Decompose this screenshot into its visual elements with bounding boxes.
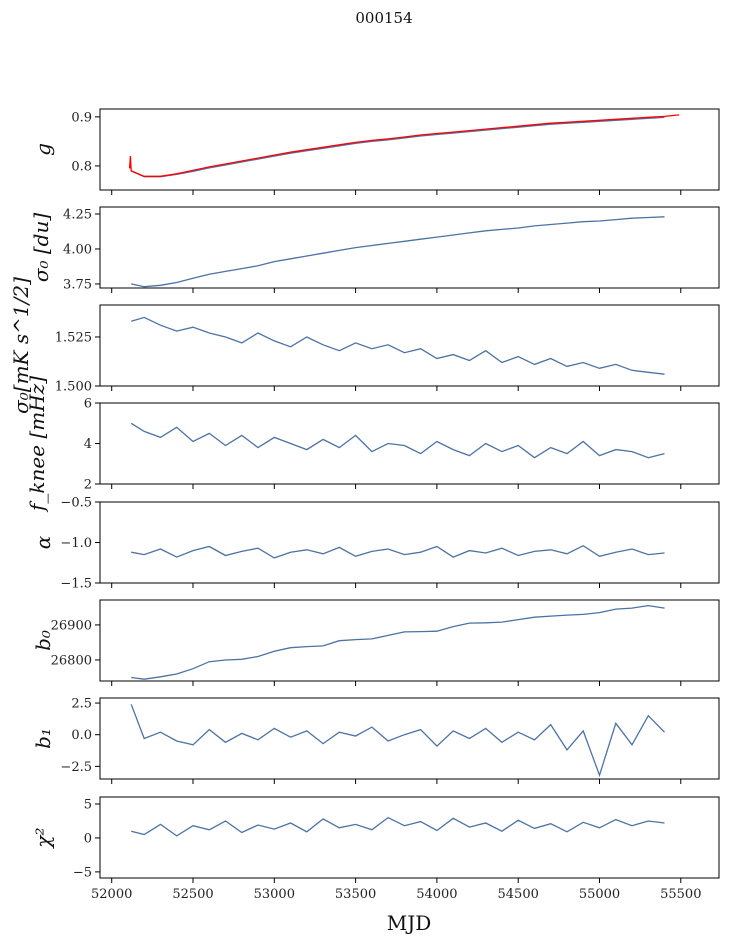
panel-3: 1.500 1.525 σ₀[mK s^1/2] <box>9 277 720 414</box>
panel-4: 2 4 6 f_knee [mHz] <box>25 376 720 513</box>
axes-frame <box>99 304 720 387</box>
y-tick-label: 4.00 <box>63 242 92 257</box>
panel-1: 0.8 0.9 g <box>31 108 720 195</box>
axes-frame <box>99 796 720 879</box>
panel-7: −2.5 0.0 2.5 b₁ <box>31 697 720 784</box>
series-line-g-model <box>128 114 680 177</box>
x-tick-label: 55000 <box>579 887 620 902</box>
y-tick-label: 1.525 <box>55 330 92 345</box>
y-tick-label: 0.8 <box>71 159 92 174</box>
y-tick-label: 4.25 <box>63 207 92 222</box>
y-tick-label: 26800 <box>51 653 92 668</box>
series-line-sigma0_mK <box>131 316 665 375</box>
x-tick-label: 55500 <box>660 887 701 902</box>
axes-frame <box>99 108 720 191</box>
y-tick-label: 0 <box>84 831 92 846</box>
y-tick-label: 0.9 <box>71 110 92 125</box>
series-line-b1 <box>130 704 665 778</box>
x-tick-label: 54000 <box>416 887 457 902</box>
y-axis-label: f_knee [mHz] <box>25 376 49 513</box>
y-axis-label: α <box>31 535 55 549</box>
series-line-sigma0_du <box>131 216 665 288</box>
y-tick-label: 3.75 <box>63 277 92 292</box>
series-line-b0 <box>131 604 665 680</box>
axes-frame <box>99 402 720 485</box>
x-tick-label: 54500 <box>498 887 539 902</box>
axes-frame <box>99 599 720 682</box>
panel-5: −1.5 −1.0 −0.5 α <box>31 496 720 592</box>
axes-frame <box>99 501 720 584</box>
x-tick-label: 53500 <box>335 887 376 902</box>
y-tick-label: 2 <box>84 478 92 493</box>
y-axis-label: σ₀ [du] <box>29 213 53 283</box>
y-tick-label: −1.0 <box>60 536 92 551</box>
y-tick-label: 0.0 <box>71 728 92 743</box>
panel-2: 3.75 4.00 4.25 σ₀ [du] <box>29 206 720 293</box>
x-tick-label: 52000 <box>91 887 132 902</box>
y-tick-label: −1.5 <box>60 577 92 592</box>
series-line-chi2 <box>131 816 665 837</box>
x-tick-label: 52500 <box>172 887 213 902</box>
axes-frame <box>99 206 720 289</box>
y-tick-label: 2.5 <box>71 697 92 712</box>
y-tick-label: 6 <box>84 397 92 412</box>
series-line-g <box>130 116 665 178</box>
y-axis-label: g <box>31 143 55 156</box>
x-tick-label: 53000 <box>254 887 295 902</box>
y-tick-label: −5 <box>73 865 92 880</box>
y-tick-label: 4 <box>84 437 92 452</box>
y-tick-label: −2.5 <box>60 760 92 775</box>
x-axis-label: MJD <box>387 911 432 935</box>
y-axis-label: b₁ <box>31 728 55 749</box>
y-tick-label: 5 <box>84 797 92 812</box>
figure-title: 000154 <box>355 9 412 27</box>
axes-frame <box>99 697 720 780</box>
y-axis-label: χ² <box>31 827 55 849</box>
y-axis-label: σ₀[mK s^1/2] <box>9 277 33 414</box>
y-tick-label: 1.500 <box>55 380 92 395</box>
series-line-alpha <box>131 544 665 559</box>
y-tick-label: 26900 <box>51 618 92 633</box>
y-tick-label: −0.5 <box>60 496 92 511</box>
series-line-fknee <box>130 422 665 459</box>
panel-8: −5 0 5 52000 52500 53000 53500 54000 54500 55000 5… <box>31 796 720 902</box>
y-axis-label: b₀ <box>31 630 55 651</box>
